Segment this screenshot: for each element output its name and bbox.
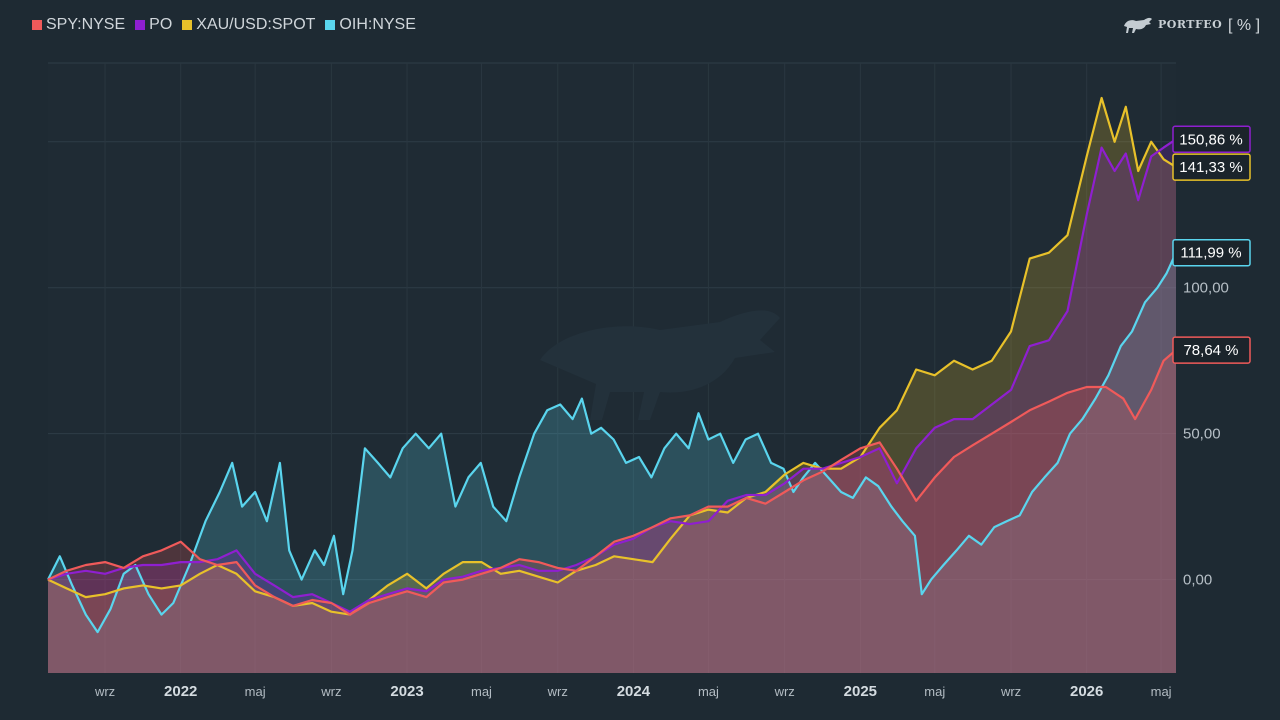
x-tick-label: 2024 (617, 683, 651, 700)
series-end-value: 141,33 % (1179, 159, 1242, 176)
bull-icon (1124, 17, 1152, 33)
series-area (48, 350, 1176, 673)
series-end-box (1172, 125, 1251, 154)
series-end-box (1172, 153, 1251, 181)
legend-swatch (135, 20, 146, 30)
x-tick-label: wrz (1000, 684, 1021, 699)
series-line (47, 252, 1178, 634)
series-end-label: 111,99 % (1172, 238, 1251, 267)
x-tick-label: 2025 (844, 683, 877, 700)
series-end-value: 78,64 % (1183, 342, 1238, 359)
x-tick-label: maj (471, 684, 492, 699)
legend-item[interactable]: XAU/USD:SPOT (182, 16, 315, 34)
y-tick-label: 50,00 (1183, 426, 1221, 443)
series-area (48, 252, 1176, 673)
legend-label: XAU/USD:SPOT (196, 16, 316, 33)
x-tick-label: 2026 (1070, 683, 1103, 700)
legend-swatch (325, 20, 336, 30)
brand-name: PORTFEO (1158, 17, 1223, 31)
x-tick-label: maj (245, 684, 266, 699)
x-tick-label: wrz (320, 684, 341, 699)
series-line (47, 138, 1177, 613)
series-line (47, 96, 1177, 616)
series-area (48, 98, 1176, 673)
x-tick-label: wrz (547, 684, 568, 699)
legend-item[interactable]: SPY:NYSE (32, 16, 125, 34)
x-tick-label: maj (698, 684, 719, 699)
legend-label: PO (149, 16, 173, 33)
series-line (47, 349, 1177, 616)
brand-logo: PORTFEO (1122, 14, 1222, 34)
x-tick-label: maj (924, 684, 945, 699)
series-end-label: 141,33 % (1172, 153, 1251, 181)
watermark-icon (540, 310, 780, 420)
legend-item[interactable]: PO (135, 16, 172, 34)
legend-swatch (182, 20, 193, 30)
x-tick-label: 2022 (164, 683, 197, 700)
unit-toggle[interactable]: [ % ] (1228, 17, 1261, 34)
series-end-value: 150,86 % (1179, 131, 1242, 148)
series-area (48, 139, 1176, 674)
y-tick-label: 100,00 (1183, 280, 1229, 297)
legend-item[interactable]: OIH:NYSE (325, 16, 416, 34)
x-tick-label: 2023 (390, 683, 423, 700)
x-tick-label: wrz (94, 684, 115, 699)
series-end-label: 150,86 % (1172, 125, 1251, 154)
legend-label: OIH:NYSE (339, 16, 416, 33)
y-tick-label: 0,00 (1183, 572, 1212, 589)
series-end-value: 111,99 % (1180, 245, 1241, 262)
chart-legend: SPY:NYSE PO XAU/USD:SPOT OIH:NYSE (32, 16, 416, 34)
series-end-label: 78,64 % (1172, 336, 1251, 364)
series-end-box (1172, 238, 1251, 267)
legend-label: SPY:NYSE (46, 16, 126, 33)
legend-swatch (32, 20, 42, 30)
x-tick-label: maj (1151, 684, 1172, 699)
series-end-box (1172, 336, 1251, 364)
x-tick-label: wrz (774, 684, 795, 699)
